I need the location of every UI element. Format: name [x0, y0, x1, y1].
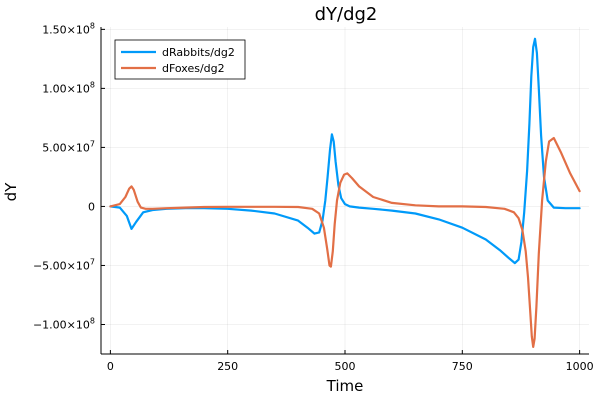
legend-box — [114, 39, 246, 80]
chart-title: dY/dg2 — [315, 4, 378, 25]
y-tick-mantissa: −1.00×10 — [33, 318, 90, 331]
y-tick-label: 1.00×108 — [42, 80, 95, 95]
y-tick-exponent: 8 — [90, 21, 95, 30]
x-tick-label: 250 — [217, 360, 238, 373]
x-axis-title: Time — [326, 377, 364, 395]
y-tick-label: 0 — [88, 200, 95, 213]
y-tick-label: −5.00×107 — [33, 257, 95, 272]
y-tick-exponent: 7 — [90, 139, 95, 148]
y-tick-mantissa: 5.00×10 — [42, 141, 90, 154]
y-tick-exponent: 8 — [90, 316, 95, 325]
y-tick-label: 5.00×107 — [42, 139, 95, 154]
y-tick-mantissa: 1.50×10 — [42, 23, 90, 36]
x-tick-label: 500 — [335, 360, 356, 373]
x-tick-label: 750 — [452, 360, 473, 373]
y-tick-exponent: 8 — [90, 80, 95, 89]
y-tick-mantissa: 0 — [88, 200, 95, 213]
x-ticks: 0 250 500 750 1000 — [107, 350, 594, 373]
x-tick-label: 0 — [107, 360, 114, 373]
x-tick-label: 1000 — [566, 360, 594, 373]
y-tick-mantissa: −5.00×10 — [33, 259, 90, 272]
series-group — [109, 37, 581, 348]
series-line-foxes — [109, 136, 581, 348]
legend-label-rabbits: dRabbits/dg2 — [162, 46, 235, 59]
y-tick-mantissa: 1.00×10 — [42, 82, 90, 95]
y-tick-exponent: 7 — [90, 257, 95, 266]
legend: dRabbits/dg2 dFoxes/dg2 — [114, 39, 246, 80]
y-axis-title: dY — [2, 182, 20, 202]
y-ticks: 1.50×1081.00×1085.00×1070−5.00×107−1.00×… — [33, 21, 105, 331]
y-tick-label: −1.00×108 — [33, 316, 95, 331]
y-tick-label: 1.50×108 — [42, 21, 95, 36]
legend-label-foxes: dFoxes/dg2 — [162, 62, 225, 75]
